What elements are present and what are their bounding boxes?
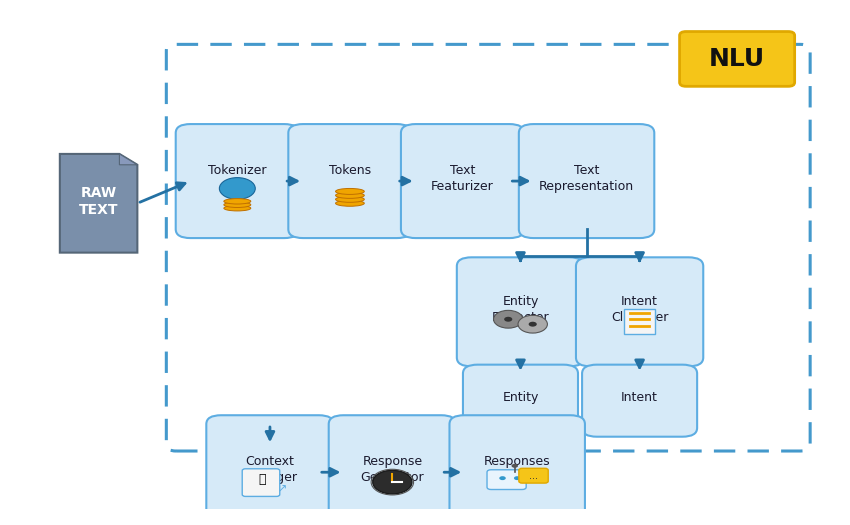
FancyBboxPatch shape bbox=[487, 470, 526, 489]
FancyBboxPatch shape bbox=[624, 309, 655, 333]
FancyBboxPatch shape bbox=[288, 124, 411, 238]
Circle shape bbox=[494, 310, 523, 328]
FancyBboxPatch shape bbox=[242, 469, 280, 497]
Text: Entity: Entity bbox=[502, 391, 539, 404]
Ellipse shape bbox=[224, 205, 251, 211]
Ellipse shape bbox=[224, 198, 251, 204]
FancyBboxPatch shape bbox=[401, 124, 524, 238]
FancyBboxPatch shape bbox=[518, 468, 548, 483]
Circle shape bbox=[219, 177, 255, 200]
Text: Context
Manager: Context Manager bbox=[242, 455, 298, 484]
FancyBboxPatch shape bbox=[576, 257, 703, 366]
FancyBboxPatch shape bbox=[450, 415, 585, 525]
Ellipse shape bbox=[336, 192, 365, 198]
Ellipse shape bbox=[224, 202, 251, 207]
Circle shape bbox=[504, 317, 513, 322]
Polygon shape bbox=[60, 154, 138, 253]
Circle shape bbox=[512, 464, 518, 468]
Polygon shape bbox=[119, 154, 138, 165]
Circle shape bbox=[529, 322, 537, 327]
Text: Intent: Intent bbox=[621, 391, 658, 404]
Text: 🖼: 🖼 bbox=[258, 473, 265, 486]
FancyBboxPatch shape bbox=[329, 415, 456, 525]
Ellipse shape bbox=[336, 188, 365, 194]
Text: Responses
from Bot: Responses from Bot bbox=[484, 455, 551, 484]
FancyBboxPatch shape bbox=[680, 32, 795, 86]
FancyBboxPatch shape bbox=[176, 124, 299, 238]
Text: Response
Generator: Response Generator bbox=[360, 455, 424, 484]
Circle shape bbox=[514, 476, 520, 480]
FancyBboxPatch shape bbox=[207, 415, 333, 525]
FancyBboxPatch shape bbox=[582, 365, 697, 437]
Circle shape bbox=[499, 476, 506, 480]
Text: Text
Representation: Text Representation bbox=[539, 164, 634, 193]
Text: Text
Featurizer: Text Featurizer bbox=[431, 164, 494, 193]
Circle shape bbox=[373, 470, 412, 494]
Circle shape bbox=[518, 316, 547, 333]
Text: ↗: ↗ bbox=[277, 485, 287, 495]
Text: Tokens: Tokens bbox=[329, 164, 371, 177]
FancyBboxPatch shape bbox=[456, 257, 584, 366]
Text: Entity
Extractor: Entity Extractor bbox=[491, 296, 549, 324]
Text: ...: ... bbox=[529, 471, 538, 481]
FancyBboxPatch shape bbox=[518, 124, 654, 238]
Ellipse shape bbox=[336, 196, 365, 202]
FancyBboxPatch shape bbox=[463, 365, 578, 437]
Ellipse shape bbox=[336, 201, 365, 206]
Text: NLU: NLU bbox=[709, 47, 765, 71]
Text: Intent
Classifier: Intent Classifier bbox=[611, 296, 668, 324]
Text: Tokenizer: Tokenizer bbox=[208, 164, 267, 177]
Text: RAW
TEXT: RAW TEXT bbox=[79, 185, 118, 217]
